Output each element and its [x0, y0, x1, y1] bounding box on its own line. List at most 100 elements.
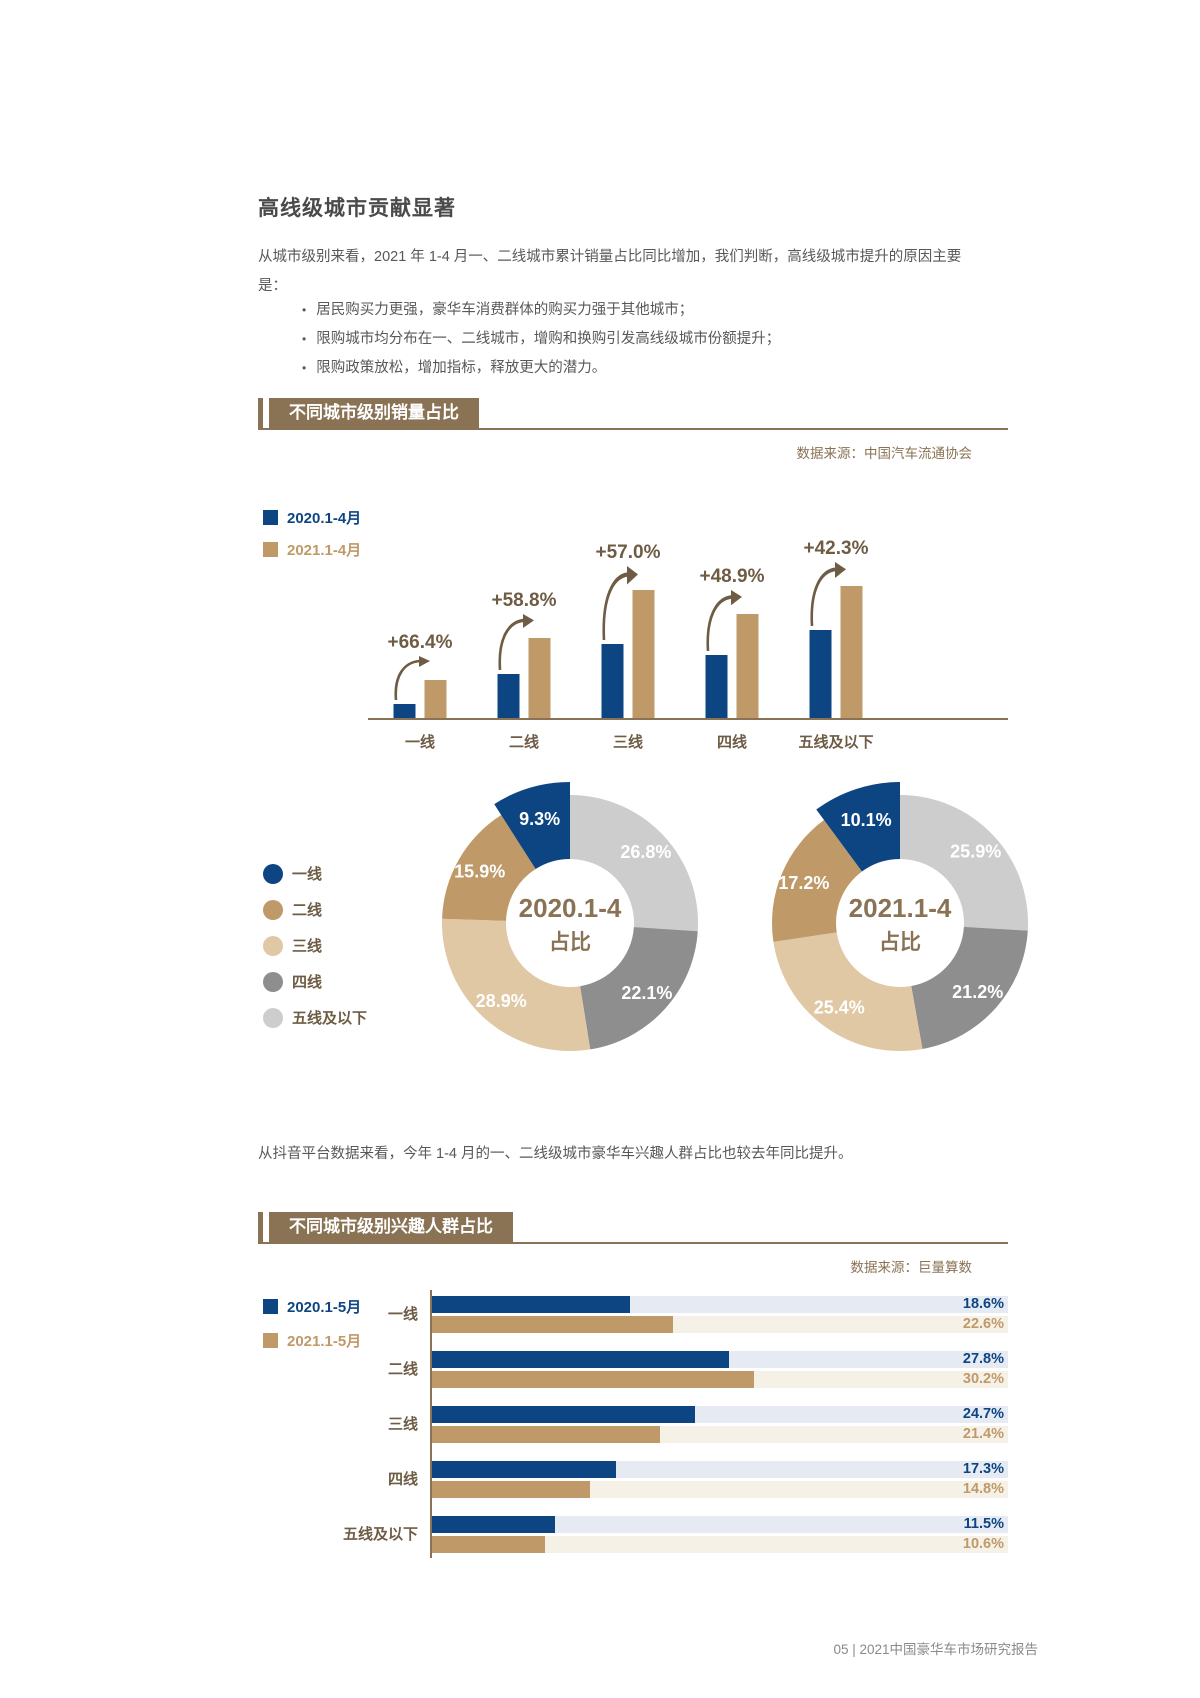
data-source-label: 数据来源：中国汽车流通协会: [796, 446, 973, 461]
legend-label: 五线及以下: [292, 1010, 368, 1027]
donut-slice-一线: [816, 782, 900, 872]
bar-2021: [632, 590, 655, 718]
slice-label: 21.2%: [952, 982, 1003, 1002]
slice-label: 9.3%: [519, 809, 560, 829]
donut-slice-五线及以下: [900, 795, 1028, 931]
donut-slice-五线及以下: [570, 795, 699, 932]
legend-swatch: [263, 510, 278, 525]
interest-horizontal-bar-chart: 2020.1-5月 2021.1-5月 一线 18.6% 22.6% 二线 27.8% 30…: [258, 1290, 1008, 1575]
chart-legend: 2020.1-4月 2021.1-4月: [263, 507, 361, 560]
hbar-track-2021: 21.4%: [432, 1426, 1008, 1443]
bar-2021: [424, 680, 447, 718]
legend-swatch: [263, 1299, 278, 1314]
douyin-paragraph: 从抖音平台数据来看，今年 1-4 月的一、二线级城市豪华车兴趣人群占比也较去年同…: [258, 1145, 853, 1162]
legend-label: 二线: [292, 902, 323, 919]
growth-label: +58.8%: [491, 590, 557, 611]
section-accent-bar: [258, 398, 263, 428]
hbar-row-四线: 四线 17.3% 14.8%: [258, 1461, 1008, 1501]
hbar-value-2020: 17.3%: [962, 1461, 1004, 1477]
slice-label: 22.1%: [621, 983, 672, 1003]
donut-center-label: 占比: [879, 931, 921, 954]
hbar-track-2020: 24.7%: [432, 1406, 1008, 1423]
hbar-track-2020: 18.6%: [432, 1296, 1008, 1313]
donut-slice-二线: [772, 820, 862, 942]
hbar-track-2021: 14.8%: [432, 1481, 1008, 1498]
donut-legend: 一线二线三线四线五线及以下: [263, 863, 367, 1028]
growth-label: +57.0%: [595, 542, 661, 563]
intro-paragraph: 从城市级别来看，2021 年 1-4 月一、二线城市累计销量占比同比增加，我们判…: [258, 248, 962, 294]
hbar-row-一线: 一线 18.6% 22.6%: [258, 1296, 1008, 1336]
legend-label: 2020.1-5月: [287, 1299, 362, 1316]
hbar-track-2020: 17.3%: [432, 1461, 1008, 1478]
hbar-fill-2021: [432, 1426, 661, 1443]
hbar-value-2021: 14.8%: [962, 1481, 1004, 1497]
bar-group-四线: +48.9% 四线: [680, 495, 784, 751]
legend-swatch: [263, 542, 278, 557]
section-header-sales: 不同城市级别销量占比: [258, 398, 1008, 430]
y-axis-label: 三线: [387, 1416, 418, 1433]
hbar-track-2021: 30.2%: [432, 1371, 1008, 1388]
hbar-value-2020: 11.5%: [963, 1516, 1004, 1532]
hbar-fill-2021: [432, 1536, 545, 1553]
hbar-value-2020: 27.8%: [962, 1351, 1004, 1367]
slice-label: 10.1%: [841, 810, 892, 830]
hbar-plot-area: 一线 18.6% 22.6% 二线 27.8% 30.2% 三线 24.7% 21.4% 四线 17…: [258, 1296, 1008, 1571]
hbar-track-2021: 22.6%: [432, 1316, 1008, 1333]
hbar-fill-2020: [432, 1516, 555, 1533]
bullet-item: 居民购买力更强，豪华车消费群体的购买力强于其他城市；: [302, 296, 780, 325]
bar-pair: [601, 590, 655, 718]
section-header-interest: 不同城市级别兴趣人群占比: [258, 1212, 1008, 1244]
sales-grouped-bar-chart: 2020.1-4月 2021.1-4月 +66.4% 一线 +58.8% 二线 +57.0…: [258, 495, 1008, 755]
legend-item: 三线: [263, 935, 367, 956]
bar-2020: [809, 630, 832, 718]
bar-2020: [601, 644, 624, 718]
slice-label: 26.8%: [620, 842, 671, 862]
growth-arrow-icon: [498, 614, 534, 670]
y-axis-label: 一线: [387, 1306, 418, 1323]
x-axis-label: 一线: [404, 734, 435, 751]
legend-item: 2021.1-5月: [263, 1330, 361, 1351]
hbar-value-2021: 21.4%: [962, 1426, 1004, 1442]
legend-label: 四线: [292, 974, 323, 991]
bar-group-三线: +57.0% 三线: [576, 495, 680, 751]
x-axis-label: 四线: [716, 734, 747, 751]
section-title: 不同城市级别销量占比: [269, 398, 479, 428]
legend-item: 一线: [263, 863, 367, 884]
hbar-row-二线: 二线 27.8% 30.2%: [258, 1351, 1008, 1391]
hbar-value-2020: 18.6%: [962, 1296, 1004, 1312]
donut-chart-2020: 26.8% 22.1% 28.9% 15.9% 9.3% 2020.1-4 占比: [441, 782, 699, 1051]
legend-item: 二线: [263, 899, 367, 920]
bar-pair: [393, 680, 447, 718]
slice-label: 15.9%: [454, 862, 505, 882]
donut-slice-四线: [580, 927, 698, 1050]
slice-label: 28.9%: [476, 991, 527, 1011]
legend-item: 2020.1-4月: [263, 507, 361, 528]
bar-pair: [809, 586, 863, 718]
legend-label: 2021.1-4月: [287, 542, 362, 559]
hbar-fill-2020: [432, 1351, 729, 1368]
growth-arrow-icon: [706, 590, 742, 651]
bullet-item: 限购城市均分布在一、二线城市，增购和换购引发高线级城市份额提升；: [302, 325, 780, 354]
donut-slice-三线: [441, 918, 591, 1051]
growth-label: +48.9%: [699, 566, 765, 587]
legend-item: 四线: [263, 971, 367, 992]
bar-2021: [736, 614, 759, 718]
legend-swatch: [263, 899, 283, 920]
y-axis-label: 二线: [387, 1361, 418, 1378]
legend-item: 2021.1-4月: [263, 539, 361, 560]
section-accent-bar: [258, 1212, 263, 1242]
legend-swatch: [263, 863, 283, 884]
growth-label: +42.3%: [803, 538, 869, 559]
page-title: 高线级城市贡献显著: [258, 197, 456, 221]
hbar-value-2021: 10.6%: [962, 1536, 1004, 1552]
donut-slice-二线: [442, 815, 536, 921]
y-axis-label: 四线: [387, 1471, 418, 1488]
legend-swatch: [263, 1333, 278, 1348]
hbar-track-2021: 10.6%: [432, 1536, 1008, 1553]
hbar-fill-2020: [432, 1296, 631, 1313]
hbar-row-五线及以下: 五线及以下 11.5% 10.6%: [258, 1516, 1008, 1556]
growth-arrow-icon: [810, 562, 846, 626]
legend-item: 五线及以下: [263, 1007, 367, 1028]
section-title: 不同城市级别兴趣人群占比: [269, 1212, 513, 1242]
